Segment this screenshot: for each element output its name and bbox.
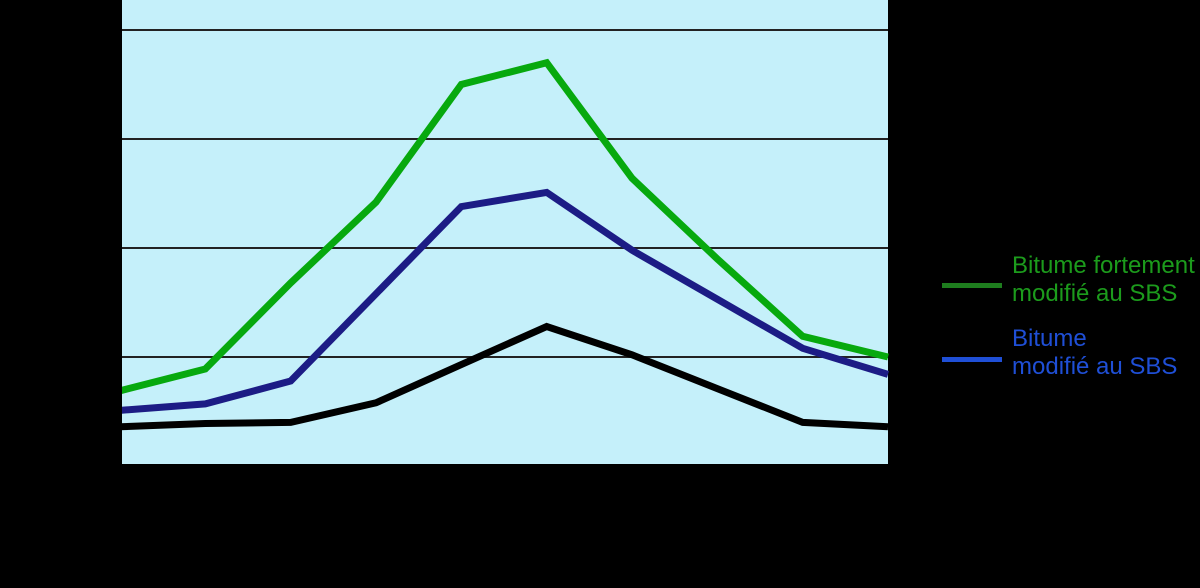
plot-area [121,0,888,466]
legend-label-blue: Bitume modifié au SBS [1012,325,1177,381]
legend-swatch-blue-line [942,357,1002,362]
y-axis-line [118,0,122,466]
legend-swatch-green-line [942,283,1002,288]
legend-entry-green: Bitume fortement modifié au SBS [942,252,1200,314]
legend-entry-blue: Bitume modifié au SBS [942,325,1200,387]
legend-label-green: Bitume fortement modifié au SBS [1012,252,1195,308]
gridline [121,29,888,31]
legend-label-blue-line1: Bitume [1012,325,1087,352]
legend-label-green-line2: modifié au SBS [1012,280,1178,307]
gridline [121,247,888,249]
gridline [121,138,888,140]
gridline [121,356,888,358]
x-axis-line [118,464,889,467]
legend-label-blue-line2: modifié au SBS [1012,353,1178,380]
legend-label-green-line1: Bitume fortement [1012,252,1195,279]
